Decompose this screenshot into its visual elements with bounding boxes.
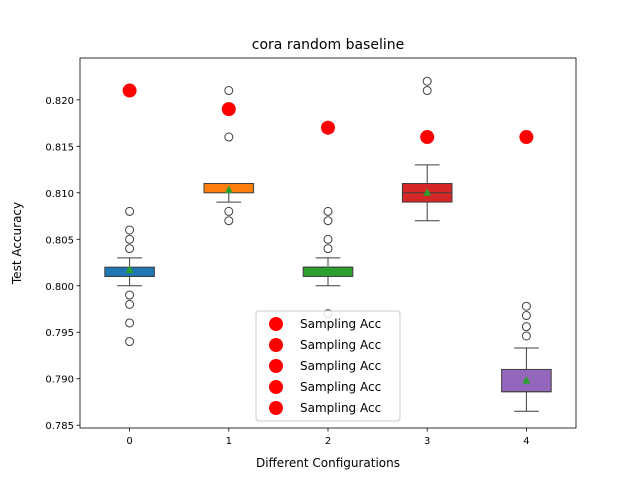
legend-label: Sampling Acc	[300, 401, 381, 415]
box-1	[203, 86, 255, 226]
outlier-point	[125, 290, 135, 300]
outlier-point	[224, 132, 234, 142]
x-axis-label: Different Configurations	[256, 456, 400, 470]
box-0	[104, 206, 155, 347]
outlier-point	[125, 206, 135, 216]
box-3	[401, 76, 453, 222]
outlier-point	[224, 206, 234, 216]
outlier-point	[422, 86, 432, 96]
x-tick-label: 4	[523, 436, 529, 447]
outlier-point	[224, 86, 234, 96]
y-tick-label: 0.805	[45, 235, 74, 246]
sampling-acc-point	[321, 120, 335, 135]
legend-label: Sampling Acc	[300, 317, 381, 331]
chart-title: cora random baseline	[252, 37, 404, 53]
y-tick-label: 0.790	[45, 375, 74, 386]
sampling-acc-point	[420, 130, 435, 145]
sampling-acc-points	[122, 83, 534, 145]
box-2	[302, 206, 354, 319]
mean-marker	[423, 188, 432, 196]
outlier-point	[323, 234, 333, 244]
sampling-acc-point	[122, 83, 137, 98]
y-tick-label: 0.820	[45, 96, 74, 107]
outlier-point	[521, 331, 531, 341]
outlier-point	[521, 311, 531, 321]
x-tick-label: 2	[325, 436, 331, 447]
x-axis: 0 1 2 3 4	[126, 428, 530, 447]
legend-marker	[269, 317, 283, 331]
legend-label: Sampling Acc	[300, 359, 381, 373]
outlier-point	[125, 337, 135, 347]
mean-marker	[125, 265, 134, 273]
outlier-point	[323, 216, 333, 226]
x-tick-label: 0	[126, 436, 132, 447]
legend-label: Sampling Acc	[300, 338, 381, 352]
outlier-point	[125, 234, 135, 244]
outlier-point	[224, 216, 234, 226]
outlier-point	[125, 299, 135, 309]
legend-marker	[269, 380, 283, 394]
outlier-point	[323, 206, 333, 216]
outlier-point	[125, 318, 135, 328]
y-tick-label: 0.815	[45, 142, 74, 153]
legend-marker	[269, 338, 283, 352]
y-axis-label: Test Accuracy	[10, 202, 24, 285]
y-tick-label: 0.785	[45, 421, 74, 432]
sampling-acc-point	[519, 130, 534, 145]
mean-marker	[224, 185, 233, 194]
y-tick-label: 0.810	[45, 189, 74, 200]
y-tick-label: 0.800	[45, 282, 74, 293]
outlier-point	[323, 244, 333, 254]
legend-label: Sampling Acc	[300, 380, 381, 394]
outlier-point	[422, 76, 432, 86]
outlier-point	[521, 322, 531, 332]
x-tick-label: 1	[226, 436, 232, 447]
box-group	[104, 76, 552, 412]
outlier-point	[125, 244, 135, 254]
sampling-acc-point	[221, 102, 236, 117]
legend-marker	[269, 401, 283, 415]
legend-marker	[269, 359, 283, 373]
legend-frame	[255, 310, 401, 422]
x-tick-label: 3	[424, 436, 430, 447]
mean-marker	[324, 265, 332, 273]
outlier-point	[521, 301, 531, 311]
y-axis: 0.785 0.790 0.795 0.800 0.805 0.810 0.815 0.820	[45, 96, 80, 432]
outlier-point	[125, 225, 135, 235]
legend: Sampling Acc Sampling Acc Sampling Acc Samp…	[255, 310, 401, 422]
mean-marker	[522, 376, 531, 384]
plot-frame	[79, 57, 577, 429]
box-4	[501, 301, 552, 412]
y-tick-label: 0.795	[45, 328, 74, 339]
